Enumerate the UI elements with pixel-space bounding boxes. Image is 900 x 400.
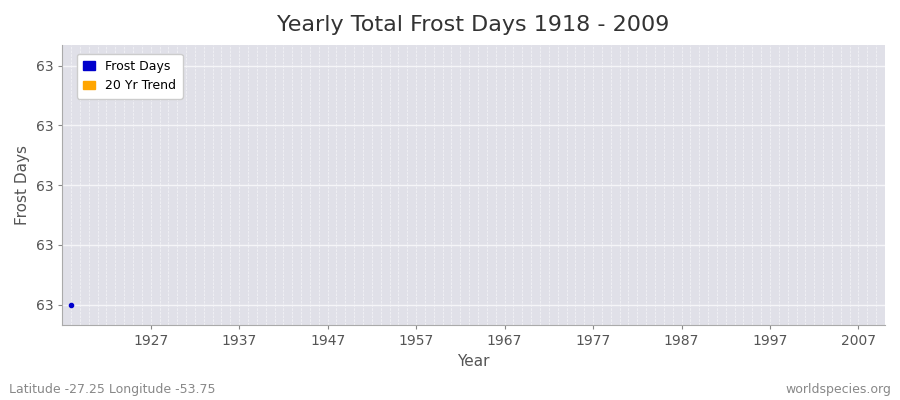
Title: Yearly Total Frost Days 1918 - 2009: Yearly Total Frost Days 1918 - 2009	[277, 15, 670, 35]
Text: Latitude -27.25 Longitude -53.75: Latitude -27.25 Longitude -53.75	[9, 383, 215, 396]
X-axis label: Year: Year	[457, 354, 490, 369]
Y-axis label: Frost Days: Frost Days	[15, 145, 30, 225]
Legend: Frost Days, 20 Yr Trend: Frost Days, 20 Yr Trend	[76, 54, 183, 99]
Text: worldspecies.org: worldspecies.org	[785, 383, 891, 396]
